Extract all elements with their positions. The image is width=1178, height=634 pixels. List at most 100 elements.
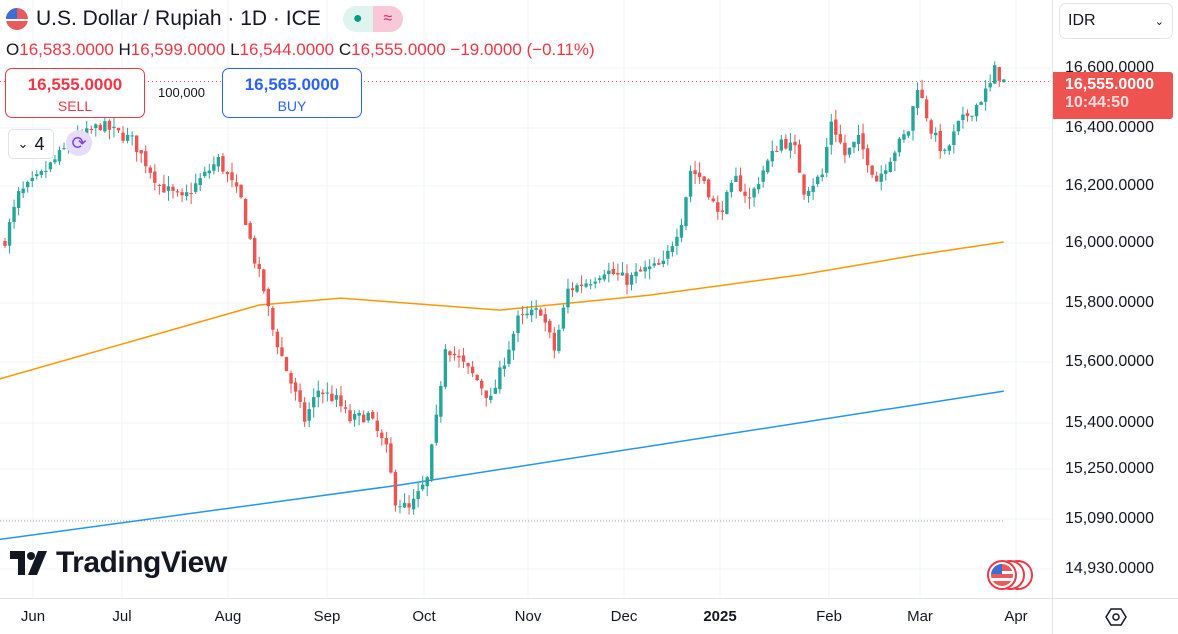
market-status[interactable]: ● ≈ — [342, 6, 403, 32]
time-axis[interactable]: Jun Jul Aug Sep Oct Nov Dec 2025 Feb Mar Apr — [0, 598, 1052, 634]
candle-body — [39, 171, 44, 175]
candle-body — [480, 380, 484, 389]
candle-body — [788, 142, 793, 151]
candle-body — [570, 288, 575, 291]
candle-body — [965, 113, 970, 117]
candle-body — [3, 241, 7, 246]
high-label: H — [118, 40, 131, 59]
tradingview-logo-icon — [10, 551, 47, 575]
candle-body — [988, 83, 992, 88]
chart-pane[interactable]: U.S. Dollar / Rupiah · 1D · ICE ● ≈ O16,… — [0, 0, 1052, 598]
candle-body — [629, 274, 634, 285]
candle-body — [720, 210, 725, 213]
candle-body — [711, 198, 715, 202]
bar-countdown: 10:44:50 — [1065, 94, 1130, 111]
candle-body — [203, 171, 207, 177]
candle-body — [280, 347, 284, 357]
close-label: C — [338, 40, 352, 59]
buy-label: BUY — [277, 98, 307, 114]
candle-body — [153, 171, 157, 183]
trade-quantity[interactable]: 100,000 — [158, 85, 205, 100]
candle-body — [221, 156, 225, 172]
candle-body — [702, 176, 706, 182]
price-tick-label: 16,600.0000 — [1065, 59, 1154, 76]
candle-body — [271, 307, 275, 330]
candle-body — [380, 432, 384, 439]
symbol-title[interactable]: U.S. Dollar / Rupiah · 1D · ICE — [36, 7, 321, 30]
candle-body — [26, 181, 30, 188]
low-value: 16,544.0000 — [239, 40, 335, 59]
time-tick-label: Jun — [20, 608, 46, 625]
candle-body — [652, 263, 656, 266]
candle-body — [448, 351, 452, 356]
refresh-icon[interactable]: ⟳ — [66, 130, 92, 156]
candle-body — [566, 288, 570, 308]
candle-body — [843, 142, 847, 156]
candle-body — [121, 132, 125, 141]
time-tick-label: Apr — [1004, 608, 1028, 625]
sell-button[interactable]: 16,555.0000 SELL — [5, 68, 145, 118]
candle-body — [725, 192, 729, 214]
candle-body — [348, 410, 352, 422]
candle-body — [920, 89, 924, 98]
candle-body — [906, 131, 911, 136]
price-tick-label: 16,200.0000 — [1065, 177, 1154, 194]
candle-body — [393, 472, 398, 506]
candle-body — [243, 199, 248, 226]
candle-body — [112, 126, 116, 129]
candle-body — [416, 491, 420, 500]
candle-body — [35, 174, 39, 177]
candle-body — [389, 443, 393, 473]
candle-body — [588, 284, 593, 286]
moving-average-orange — [0, 241, 1004, 380]
candle-body — [557, 329, 561, 352]
candle-body — [756, 184, 761, 190]
candle-body — [625, 273, 629, 285]
candle-body — [116, 127, 121, 131]
buy-button[interactable]: 16,565.0000 BUY — [222, 68, 362, 118]
candle-body — [979, 102, 983, 105]
candle-body — [171, 186, 175, 191]
candle-body — [230, 172, 234, 181]
price-axis[interactable]: IDR ⌄ 16,600.0000 16,400.0000 16,200.0000 1… — [1052, 0, 1178, 598]
candle-body — [697, 172, 702, 178]
candle-body — [602, 274, 606, 280]
candle-body — [207, 170, 211, 174]
candle-body — [870, 165, 874, 175]
candle-body — [225, 171, 230, 175]
candle-body — [398, 506, 402, 508]
candle-body — [148, 167, 152, 173]
candle-body — [130, 135, 134, 137]
candle-body — [139, 150, 143, 154]
candle-body — [707, 179, 711, 198]
candle-body — [339, 395, 343, 407]
candle-body — [193, 183, 198, 192]
candle-body — [970, 115, 974, 117]
candle-body — [688, 170, 693, 197]
candle-body — [94, 124, 98, 129]
chart-settings-button[interactable] — [1052, 598, 1178, 634]
candle-body — [321, 392, 325, 395]
candle-body — [420, 484, 425, 490]
market-open-icon: ● — [342, 6, 373, 32]
candle-body — [62, 148, 66, 150]
chevron-down-icon: ⌄ — [17, 136, 29, 151]
us-flag-icon — [6, 8, 28, 30]
candle-body — [439, 386, 443, 417]
candle-body — [366, 412, 370, 421]
chevron-down-icon: ⌄ — [1154, 15, 1164, 28]
time-tick-label: Sep — [313, 608, 341, 625]
indicators-toggle-button[interactable]: ⌄ 4 — [8, 129, 54, 159]
candle-body — [961, 114, 965, 121]
currency-flags-icon — [987, 560, 1033, 590]
candle-body — [216, 157, 221, 167]
tradingview-logo[interactable]: TradingView — [10, 546, 227, 580]
candle-body — [434, 414, 438, 443]
candle-body — [293, 382, 298, 392]
currency-select[interactable]: IDR ⌄ — [1059, 3, 1173, 39]
candle-body — [997, 67, 1001, 81]
candle-body — [534, 308, 538, 310]
candle-body — [89, 129, 93, 131]
candle-body — [443, 349, 448, 387]
sell-price: 16,555.0000 — [27, 75, 123, 94]
